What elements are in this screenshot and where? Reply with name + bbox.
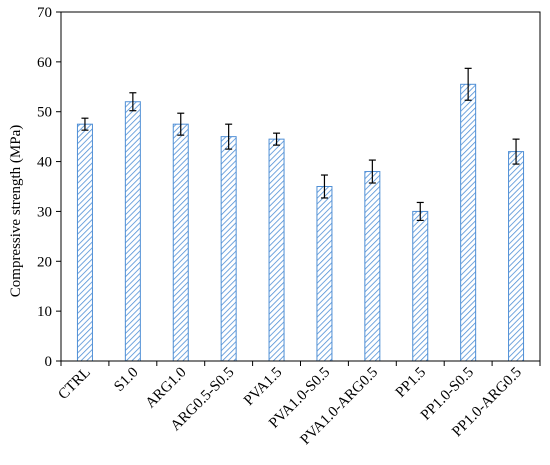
x-tick-label: CTRL [55, 365, 93, 403]
y-tick-label: 50 [37, 105, 52, 121]
bar [460, 83, 477, 362]
bar [412, 210, 429, 362]
x-tick-label: PVA1.5 [241, 365, 285, 409]
bar [268, 138, 285, 362]
bar [316, 186, 333, 362]
y-tick-label: 30 [37, 204, 52, 220]
bar [76, 123, 93, 362]
bar [124, 101, 141, 362]
x-tick-label: S1.0 [111, 365, 141, 395]
y-tick-label: 60 [37, 55, 52, 71]
y-tick-label: 70 [37, 5, 52, 21]
x-tick-label: ARG1.0 [143, 365, 190, 412]
y-tick-label: 0 [45, 354, 53, 370]
bar [364, 171, 381, 362]
y-axis-title: Compressive strength (MPa) [8, 125, 24, 297]
y-tick-label: 10 [37, 304, 52, 320]
bar [172, 123, 189, 362]
bar [220, 136, 237, 362]
y-tick-label: 40 [37, 155, 52, 171]
bar [508, 151, 525, 362]
x-tick-label: PP1.5 [393, 365, 429, 401]
y-tick-label: 20 [37, 254, 52, 270]
